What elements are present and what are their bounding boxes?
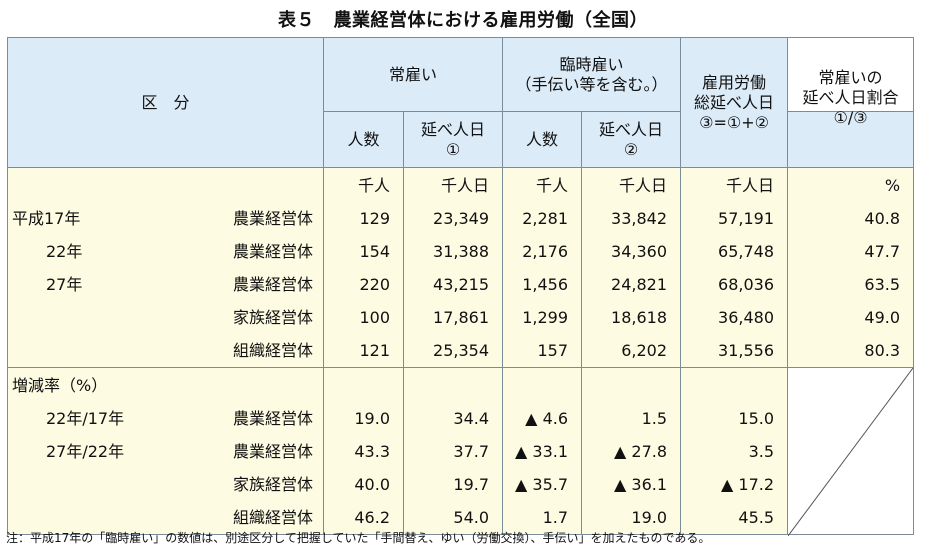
row-2722-org: 組織経営体	[232, 508, 313, 527]
row-h22: 22年 農業経営体	[46, 242, 313, 261]
block1-labels: 平成17年 農業経営体 22年 農業経営体 27年 農業経営体 家族経営体 組織…	[7, 167, 324, 368]
col2-jokoi-ninzu: 19.0 43.3 40.0 46.2	[323, 367, 404, 535]
header-ratio: 常雇いの 延べ人日割合 ①/③	[787, 68, 915, 168]
col-jokoi-nobe: 千人日 23,349 31,388 43,215 17,861 25,354	[402, 167, 504, 368]
row-h27-family: 家族経営体	[232, 308, 313, 327]
header-total: 雇用労働 総延べ人日 ③=①+②	[680, 37, 789, 168]
col-rinji-nobe: 千人日 33,842 34,360 24,821 18,618 6,202	[581, 167, 682, 368]
col2-rinji-nobe: 1.5 ▲ 27.8 ▲ 36.1 19.0	[581, 367, 682, 535]
diagonal-line	[788, 368, 914, 536]
header-ratio-blank	[787, 37, 915, 112]
col-total: 千人日 57,191 65,748 68,036 36,480 31,556	[680, 167, 789, 368]
row-2217: 22年/17年 農業経営体	[46, 409, 313, 428]
header-rinji-nobe: 延べ人日 ②	[581, 111, 682, 168]
header-rinji: 臨時雇い （手伝い等を含む。）	[502, 37, 682, 112]
block2-labels: 増減率（%） 22年/17年 農業経営体 27年/22年 農業経営体 家族経営体…	[7, 367, 324, 535]
footnote: 注：平成17年の「臨時雇い」の数値は、別途区分して把握していた「手間替え、ゆい（…	[6, 531, 711, 545]
row-h17: 平成17年 農業経営体	[12, 209, 313, 228]
row-2722-family: 家族経営体	[232, 475, 313, 494]
header-jokoi: 常雇い	[322, 37, 504, 112]
table-title: 表５ 農業経営体における雇用労働（全国）	[278, 10, 648, 31]
employment-table: 区 分 常雇い 臨時雇い （手伝い等を含む。） 雇用労働 総延べ人日 ③=①+②…	[7, 37, 915, 536]
col-ratio: % 40.8 47.7 63.5 49.0 80.3	[787, 167, 915, 368]
header-rinji-ninzu: 人数	[502, 111, 583, 168]
col-jokoi-ninzu: 千人 129 154 220 100 121	[323, 167, 404, 368]
header-jokoi-nobe: 延べ人日 ①	[402, 111, 504, 168]
header-kubun: 区 分	[7, 37, 324, 168]
block2-heading: 増減率（%）	[12, 376, 108, 395]
col2-rinji-ninzu: ▲ 4.6 ▲ 33.1 ▲ 35.7 1.7	[502, 367, 583, 535]
header-jokoi-ninzu: 人数	[323, 111, 404, 168]
col2-total: 15.0 3.5 ▲ 17.2 45.5	[680, 367, 789, 535]
row-h27-org: 組織経営体	[232, 341, 313, 360]
col-rinji-ninzu: 千人 2,281 2,176 1,456 1,299 157	[502, 167, 583, 368]
col2-ratio-diagonal	[787, 367, 915, 536]
row-2722: 27年/22年 農業経営体	[46, 442, 313, 461]
row-h27: 27年 農業経営体	[46, 275, 313, 294]
col2-jokoi-nobe: 34.4 37.7 19.7 54.0	[402, 367, 504, 535]
